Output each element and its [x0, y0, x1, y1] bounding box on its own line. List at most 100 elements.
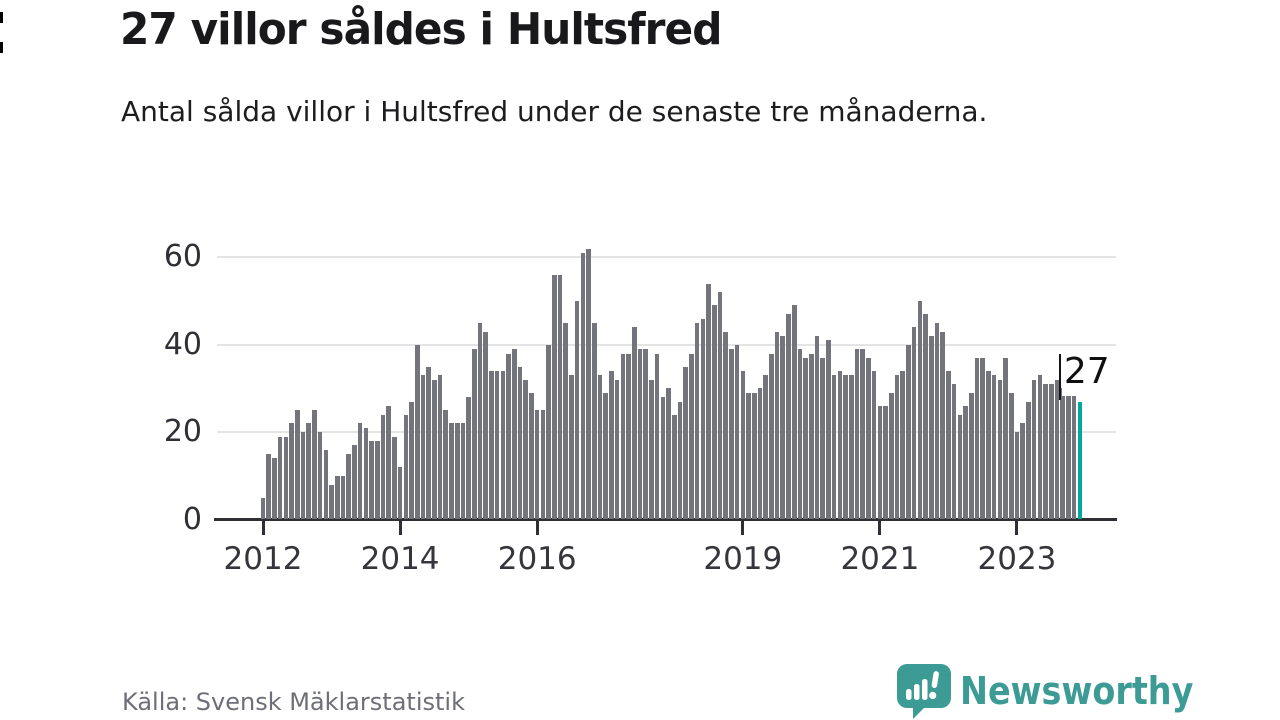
chart-bar — [277, 436, 283, 520]
chart-bar — [757, 388, 763, 520]
x-axis-label: 2023 — [977, 541, 1057, 577]
chart-bar — [352, 445, 357, 520]
chart-bar — [489, 370, 494, 520]
chart-bar — [946, 370, 951, 520]
x-axis-tick — [1015, 519, 1019, 535]
y-axis-label: 40 — [163, 326, 202, 362]
chart-bar — [980, 357, 985, 520]
chart-bar — [357, 423, 363, 520]
x-axis-label: 2012 — [223, 541, 303, 577]
chart-bar — [894, 375, 900, 520]
chart-bar — [1014, 432, 1020, 520]
chart-bar — [631, 327, 637, 520]
chart-bar — [940, 331, 946, 520]
chart-bar — [637, 349, 643, 520]
chart-bar — [306, 423, 311, 520]
chart-bar — [369, 440, 374, 520]
chart-bar — [386, 405, 391, 520]
edge-artifact — [0, 12, 3, 23]
chart-bar — [963, 405, 968, 520]
newsworthy-logo-icon — [897, 664, 951, 719]
chart-bar — [260, 497, 266, 520]
chart-bar — [329, 484, 334, 520]
chart-bar — [1031, 379, 1037, 520]
chart-bar — [266, 453, 271, 520]
chart-bar — [466, 397, 471, 520]
chart-bar — [512, 349, 517, 520]
chart-bar — [420, 375, 426, 520]
grid-line — [217, 256, 1116, 259]
chart-bar — [346, 453, 351, 520]
chart-bar — [837, 370, 843, 520]
chart-bar — [860, 349, 866, 520]
chart-bar — [660, 397, 666, 520]
chart-bar — [843, 375, 848, 520]
chart-bar — [460, 423, 466, 520]
chart-bar — [740, 370, 746, 520]
chart-bar — [272, 458, 277, 520]
chart-bar — [294, 410, 300, 520]
chart-bar — [454, 423, 460, 520]
chart-bar — [1008, 392, 1014, 520]
chart-bar — [597, 375, 603, 520]
chart-bar — [911, 327, 917, 520]
chart-bar — [929, 336, 934, 520]
chart-bar — [986, 370, 991, 520]
chart-bar — [826, 340, 831, 520]
chart-bar — [666, 388, 671, 520]
chart-bar — [791, 305, 797, 520]
chart-bar — [517, 366, 523, 520]
chart-bar — [586, 248, 591, 520]
chart-bar — [374, 440, 380, 520]
newsworthy-logo: Newsworthy — [894, 661, 1194, 720]
highlighted-bar — [1077, 401, 1083, 520]
chart-bar — [654, 353, 660, 520]
chart-bar — [769, 353, 774, 520]
chart-bar — [849, 375, 854, 520]
last-value-label: 27 — [1061, 350, 1114, 396]
chart-bar — [494, 370, 500, 520]
x-axis-tick — [741, 519, 745, 535]
chart-bar — [957, 414, 963, 520]
x-axis-label: 2014 — [360, 541, 440, 577]
chart-bar — [831, 375, 837, 520]
chart-bar — [620, 353, 626, 520]
y-axis-label: 0 — [182, 501, 202, 537]
grid-line — [217, 343, 1116, 346]
chart-bar — [677, 401, 683, 520]
chart-bar — [1048, 384, 1054, 520]
chart-bar — [746, 392, 751, 520]
chart-bar — [923, 314, 928, 520]
chart-bar — [477, 322, 483, 520]
x-axis-tick — [535, 519, 539, 535]
chart-bar — [403, 414, 409, 520]
chart-bar — [437, 375, 443, 520]
chart-bar — [866, 357, 871, 520]
chart-bar — [774, 331, 780, 520]
chart-bar — [380, 414, 386, 520]
chart-bar — [591, 322, 597, 520]
chart-bar — [780, 336, 786, 520]
chart-bar — [711, 305, 717, 520]
chart-subtitle: Antal sålda villor i Hultsfred under de … — [121, 95, 988, 128]
chart-bar — [706, 283, 711, 520]
chart-bar — [734, 344, 740, 520]
x-axis-line — [214, 518, 1117, 521]
chart-bar — [1003, 357, 1008, 520]
chart-bar — [877, 405, 883, 520]
chart-bar — [546, 344, 551, 520]
chart-bar — [483, 331, 489, 520]
y-axis-label: 60 — [163, 239, 202, 275]
chart-bar — [563, 322, 569, 520]
chart-bar — [397, 467, 403, 520]
chart-bar — [626, 353, 631, 520]
chart-bar — [534, 410, 540, 520]
chart-bar — [523, 379, 529, 520]
chart-bar — [574, 301, 580, 520]
chart-bar — [717, 292, 723, 520]
chart-bar — [906, 344, 911, 520]
chart-bar — [529, 392, 534, 520]
chart-bar — [934, 322, 940, 520]
chart-bar — [797, 349, 803, 520]
